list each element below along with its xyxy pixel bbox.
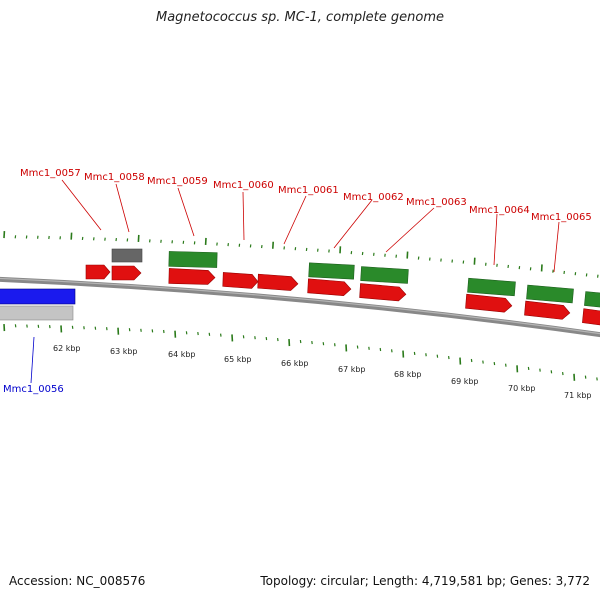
reverse-strand-genes bbox=[111, 248, 600, 309]
gene-arrow-forward[interactable] bbox=[168, 268, 216, 285]
gene-arrow-forward[interactable] bbox=[307, 278, 352, 297]
leader-line bbox=[283, 195, 307, 245]
scale-label: 67 kbp bbox=[338, 365, 366, 374]
leader-line bbox=[242, 191, 245, 241]
scale-label: 66 kbp bbox=[281, 359, 309, 368]
gene-block-reverse[interactable] bbox=[308, 262, 355, 280]
leader-line bbox=[553, 221, 560, 273]
scale-label: 63 kbp bbox=[110, 347, 138, 356]
forward-strand-genes bbox=[85, 264, 600, 327]
gene-label[interactable]: Mmc1_0059 bbox=[147, 176, 208, 187]
gene-label-leaders bbox=[61, 179, 560, 273]
gene-label[interactable]: Mmc1_0064 bbox=[469, 205, 530, 216]
gene-block-highlight[interactable] bbox=[0, 288, 76, 305]
scale-label: 69 kbp bbox=[451, 377, 479, 386]
gene-block-reverse[interactable] bbox=[168, 251, 218, 268]
gene-label[interactable]: Mmc1_0061 bbox=[278, 185, 339, 196]
gene-block-reverse[interactable] bbox=[467, 277, 516, 297]
genome-backbone-highlight bbox=[0, 277, 600, 335]
genome-summary-text: Topology: circular; Length: 4,719,581 bp… bbox=[260, 574, 590, 588]
gene-block-reverse[interactable] bbox=[526, 284, 574, 304]
leader-line-highlight bbox=[30, 336, 35, 384]
scale-label: 71 kbp bbox=[564, 391, 592, 400]
gene-block-reverse[interactable] bbox=[584, 291, 600, 309]
leader-line bbox=[177, 187, 195, 237]
leader-line bbox=[61, 179, 102, 231]
gene-label[interactable]: Mmc1_0065 bbox=[531, 212, 592, 223]
gene-label[interactable]: Mmc1_0062 bbox=[343, 192, 404, 203]
gene-label[interactable]: Mmc1_0057 bbox=[20, 168, 81, 179]
gene-arrow-forward[interactable] bbox=[359, 283, 407, 302]
gene-block-reverse[interactable] bbox=[360, 266, 409, 284]
leader-line bbox=[333, 199, 373, 249]
gene-arrow-forward[interactable] bbox=[465, 293, 513, 313]
gene-labels: Mmc1_0057 Mmc1_0058 Mmc1_0059 Mmc1_0060 … bbox=[3, 168, 592, 395]
scale-label: 70 kbp bbox=[508, 384, 536, 393]
scale-label: 62 kbp bbox=[53, 344, 81, 353]
gene-arrow-forward[interactable] bbox=[582, 308, 600, 327]
accession-text: Accession: NC_008576 bbox=[9, 574, 146, 588]
scale-label: 68 kbp bbox=[394, 370, 422, 379]
gene-label[interactable]: Mmc1_0056 bbox=[3, 384, 64, 395]
gene-label[interactable]: Mmc1_0060 bbox=[213, 180, 274, 191]
inner-scale-ticks bbox=[3, 324, 598, 381]
gene-label[interactable]: Mmc1_0058 bbox=[84, 172, 145, 183]
gene-arrow-forward[interactable] bbox=[257, 273, 299, 291]
leader-line bbox=[385, 207, 435, 253]
highlighted-gene bbox=[0, 288, 76, 321]
gene-block-hypothetical[interactable] bbox=[111, 248, 143, 263]
leader-line bbox=[115, 183, 130, 233]
gene-arrow-forward[interactable] bbox=[111, 265, 142, 281]
scale-label: 64 kbp bbox=[168, 350, 196, 359]
gene-arrow-forward[interactable] bbox=[85, 264, 111, 280]
scale-label: 65 kbp bbox=[224, 355, 252, 364]
outer-scale-ticks bbox=[3, 231, 599, 278]
leader-line bbox=[493, 213, 498, 266]
gene-arrow-forward[interactable] bbox=[222, 272, 259, 289]
map-title: Magnetococcus sp. MC-1, complete genome bbox=[155, 10, 445, 25]
scale-labels: 62 kbp 63 kbp 64 kbp 65 kbp 66 kbp 67 kb… bbox=[53, 344, 592, 400]
gene-block-highlight-shadow bbox=[0, 305, 74, 321]
gene-arrow-forward[interactable] bbox=[524, 300, 571, 320]
genome-backbone bbox=[0, 276, 600, 338]
gene-label[interactable]: Mmc1_0063 bbox=[406, 197, 467, 208]
